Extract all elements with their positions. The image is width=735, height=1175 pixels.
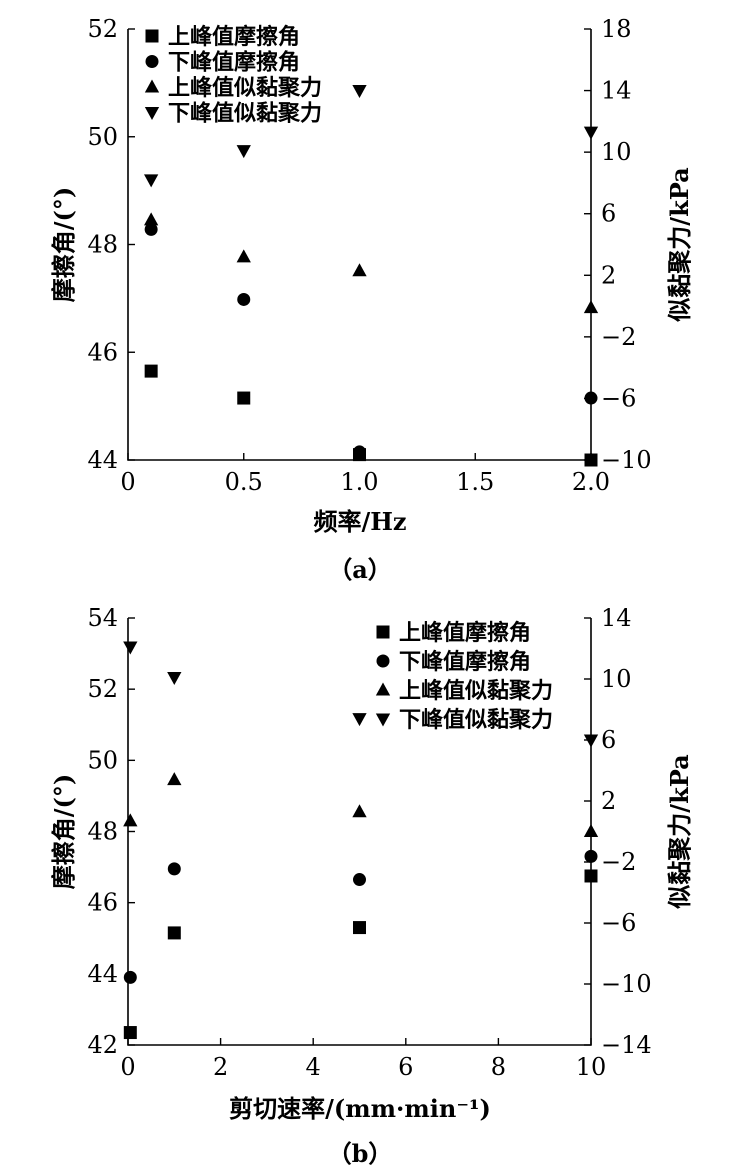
y-right-tick-label: 14 (601, 604, 632, 632)
legend-marker-triangle-down (375, 713, 391, 727)
data-point-triangle-down (583, 734, 599, 748)
legend-label: 上峰值摩擦角 (168, 24, 300, 50)
data-point-square (584, 453, 598, 467)
data-point-triangle-up (236, 249, 251, 263)
data-point-square (144, 364, 158, 378)
x-tick-label: 0 (120, 468, 135, 496)
data-point-triangle-down (352, 85, 367, 99)
x-tick-label: 1.0 (340, 468, 378, 496)
y-left-tick-label: 44 (87, 446, 118, 474)
y-axis-label-left: 摩擦角/(°) (49, 187, 78, 302)
legend-marker-triangle-down (144, 106, 160, 120)
data-point-square (584, 869, 598, 883)
y-right-tick-label: 18 (601, 15, 632, 43)
legend-marker-circle (376, 654, 390, 668)
data-point-square (353, 921, 366, 935)
y-axis-label-left: 摩擦角/(°) (49, 774, 78, 889)
chart-a: 0 0.5 1.0 1.5 2.0 44 46 48 50 52 −10 −6 −2 2 6 10 14 18 频率… (49, 15, 694, 584)
legend-marker-square (376, 625, 390, 639)
data-point-triangle-down (123, 641, 138, 655)
legend-label: 下峰值似黏聚力 (399, 707, 553, 733)
y-axis-label-right: 似黏聚力/kPa (665, 167, 694, 322)
x-axis-label: 剪切速率/(mm·min⁻¹) (229, 1094, 491, 1123)
data-point-triangle-up (352, 804, 367, 818)
data-point-triangle-up (352, 263, 367, 277)
y-left-tick-label: 46 (87, 338, 118, 366)
data-point-triangle-down (236, 145, 251, 159)
x-tick-label: 1.5 (456, 468, 494, 496)
x-tick-label: 4 (306, 1053, 321, 1081)
x-axis-label: 频率/Hz (313, 507, 406, 536)
y-left-tick-label: 46 (87, 889, 118, 917)
data-point-circle (584, 391, 598, 405)
data-point-triangle-up (583, 300, 599, 314)
data-point-square (123, 1026, 137, 1040)
y-left-tick-label: 42 (87, 1031, 118, 1059)
x-tick-label: 0 (120, 1053, 135, 1081)
y-right-tick-label: 10 (601, 665, 632, 693)
data-point-triangle-up (123, 813, 138, 827)
legend-marker-circle (145, 55, 159, 68)
y-left-tick-label: 52 (87, 675, 118, 703)
data-point-square (237, 391, 251, 405)
legend-label: 下峰值似黏聚力 (168, 101, 322, 127)
chart-b: 0 2 4 6 8 1042444648505254−14−10−6−2261014剪切速… (49, 604, 694, 1168)
data-point-triangle-down (144, 174, 159, 188)
x-tick-label: 10 (576, 1053, 607, 1081)
data-point-circle (144, 222, 158, 236)
y-left-tick-label: 50 (87, 123, 118, 151)
y-right-tick-label: −6 (601, 384, 636, 412)
legend-marker-square (145, 29, 159, 43)
legend-label: 下峰值摩擦角 (399, 649, 531, 675)
data-point-triangle-up (583, 824, 599, 838)
data-point-square (167, 926, 181, 940)
data-point-circle (353, 445, 366, 459)
data-point-triangle-down (583, 126, 599, 140)
y-right-tick-label: 14 (601, 77, 632, 105)
data-point-triangle-up (167, 772, 182, 786)
data-point-triangle-up (144, 212, 159, 226)
y-right-tick-label: 10 (601, 138, 632, 166)
data-point-triangle-down (352, 713, 367, 727)
data-point-triangle-down (167, 671, 182, 685)
y-right-tick-label: 6 (601, 200, 616, 228)
y-right-tick-label: −2 (601, 323, 636, 351)
data-point-circle (167, 862, 181, 876)
y-right-tick-label: −14 (601, 1031, 652, 1059)
legend-label: 上峰值摩擦角 (399, 620, 531, 646)
legend-label: 上峰值似黏聚力 (168, 75, 322, 101)
chart-caption: （b） (328, 1139, 393, 1168)
x-tick-label: 0.5 (225, 468, 263, 496)
y-right-tick-label: 2 (601, 261, 616, 289)
y-left-tick-label: 48 (87, 818, 118, 846)
data-point-circle (237, 292, 251, 306)
legend-label: 上峰值似黏聚力 (399, 678, 553, 704)
data-point-circle (353, 873, 366, 887)
y-right-tick-label: −6 (601, 909, 636, 937)
y-right-tick-label: −10 (601, 446, 652, 474)
y-left-tick-label: 44 (87, 960, 118, 988)
y-left-tick-label: 54 (87, 604, 118, 632)
legend-marker-triangle-up (375, 682, 391, 696)
y-right-tick-label: 6 (601, 726, 616, 754)
y-right-tick-label: −2 (601, 848, 636, 876)
y-axis-label-right: 似黏聚力/kPa (665, 754, 694, 909)
legend-marker-triangle-up (144, 79, 160, 93)
legend-label: 下峰值摩擦角 (168, 50, 300, 76)
x-tick-label: 2.0 (572, 468, 610, 496)
x-tick-label: 2 (213, 1053, 228, 1081)
y-left-tick-label: 52 (87, 15, 118, 43)
chart-caption: （a） (328, 555, 392, 584)
x-tick-label: 6 (398, 1053, 413, 1081)
x-tick-label: 8 (491, 1053, 506, 1081)
data-point-circle (584, 849, 598, 863)
y-right-tick-label: −10 (601, 970, 652, 998)
y-left-tick-label: 48 (87, 231, 118, 259)
y-right-tick-label: 2 (601, 787, 616, 815)
data-point-circle (123, 970, 137, 984)
y-left-tick-label: 50 (87, 746, 118, 774)
